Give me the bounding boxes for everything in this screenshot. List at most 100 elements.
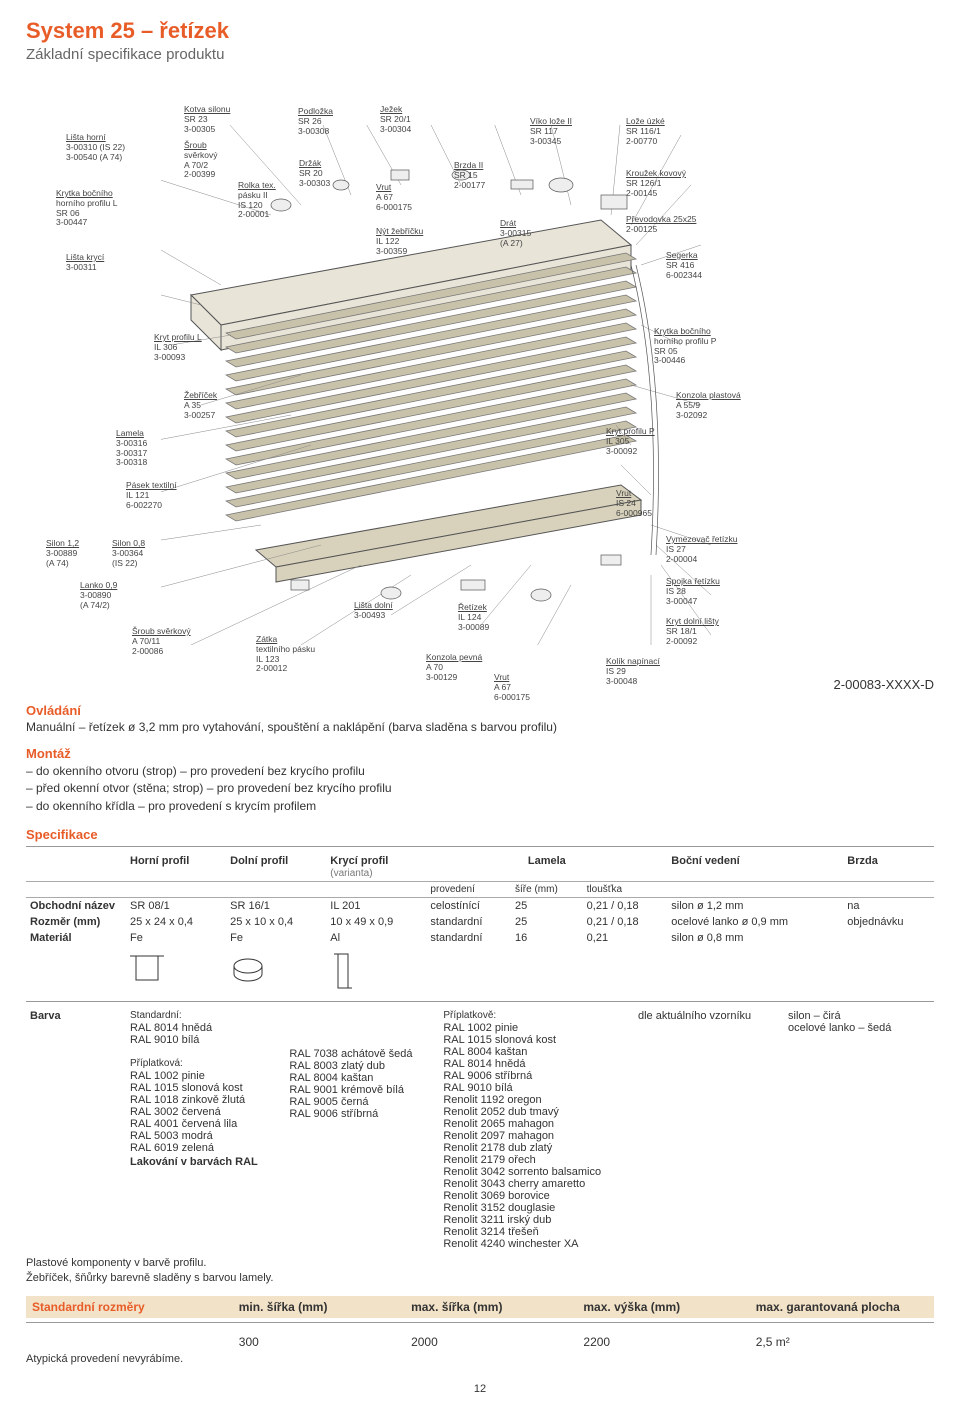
exploded-diagram: Lišta horní3-00310 (IS 22)3-00540 (A 74)… <box>26 71 934 691</box>
barva-table: Barva Standardní: RAL 8014 hnědáRAL 9010… <box>26 1008 934 1252</box>
ovladani-title: Ovládání <box>26 703 81 718</box>
color-item: RAL 9005 černá <box>289 1096 435 1108</box>
diagram-label-lista-kryci: Lišta krycí3-00311 <box>66 253 104 273</box>
color-item: Renolit 2052 dub tmavý <box>443 1106 630 1118</box>
horni-profile-icon <box>130 952 170 986</box>
diagram-label-zebricek: ŽebříčekA 353-00257 <box>184 391 217 420</box>
color-item: Renolit 3214 třešeň <box>443 1226 630 1238</box>
color-item: RAL 1002 pinie <box>443 1022 630 1034</box>
diagram-label-kryt-d: Kryt dolní lištySR 18/12-00092 <box>666 617 719 646</box>
diagram-label-pasek: Pásek textilníIL 1216-002270 <box>126 481 177 510</box>
diagram-label-retizek: ŘetízekIL 1243-00089 <box>458 603 489 632</box>
barva-notes: Plastové komponenty v barvě profilu. Žeb… <box>26 1256 934 1286</box>
color-item: Renolit 3043 cherry amaretto <box>443 1178 630 1190</box>
color-item: RAL 1002 pinie <box>130 1070 281 1082</box>
table-row: Materiál Fe Fe Al standardní 16 0,21 sil… <box>26 930 934 946</box>
diagram-label-silon08: Silon 0,83-00364(IS 22) <box>112 539 145 568</box>
color-item: RAL 8004 kaštan <box>443 1046 630 1058</box>
color-item: RAL 9001 krémově bílá <box>289 1084 435 1096</box>
diagram-label-lista-dolni: Lišta dolní3-00493 <box>354 601 393 621</box>
page-subtitle: Základní specifikace produktu <box>26 46 934 63</box>
col-brzda: Brzda <box>843 853 934 882</box>
color-item: Renolit 4240 winchester XA <box>443 1238 630 1250</box>
divider <box>26 846 934 847</box>
diagram-label-nyt: Nýt žebříčkuIL 1223-00359 <box>376 227 423 256</box>
color-item: ocelové lanko – šedá <box>788 1022 930 1034</box>
std-rozmery-header: Standardní rozměry min. šířka (mm) max. … <box>26 1296 934 1318</box>
color-item: Renolit 2178 dub zlatý <box>443 1142 630 1154</box>
montaz-item: – do okenního otvoru (strop) – pro prove… <box>26 763 934 780</box>
diagram-label-konzola-p: Konzola pevnáA 703-00129 <box>426 653 482 682</box>
diagram-label-jezek: JežekSR 20/13-00304 <box>380 105 411 134</box>
color-item: Renolit 3042 sorrento balsamico <box>443 1166 630 1178</box>
color-item: RAL 9006 stříbrná <box>289 1108 435 1120</box>
montaz-title: Montáž <box>26 746 934 761</box>
diagram-label-krytka-p: Krytka bočníhohorního profilu PSR 053-00… <box>654 327 716 366</box>
diagram-label-drat: Drát3-00315(A 27) <box>500 219 531 248</box>
color-item: RAL 1018 zinkově žlutá <box>130 1094 281 1106</box>
color-item: Renolit 3152 douglasie <box>443 1202 630 1214</box>
diagram-label-prevod: Převodovka 25x252-00125 <box>626 215 696 235</box>
spec-table: Horní profil Dolní profil Krycí profil (… <box>26 853 934 997</box>
color-item: Renolit 2065 mahagon <box>443 1118 630 1130</box>
diagram-label-konzola: Konzola plastováA 55/93-02092 <box>676 391 741 420</box>
diagram-label-kryt-l: Kryt profilu LIL 3063-00093 <box>154 333 202 362</box>
color-item: Renolit 2179 ořech <box>443 1154 630 1166</box>
color-item: RAL 9006 stříbrná <box>443 1070 630 1082</box>
diagram-label-silon12: Silon 1,23-00889(A 74) <box>46 539 79 568</box>
col-kryci: Krycí profil (varianta) <box>326 853 426 882</box>
color-item: RAL 9010 bílá <box>130 1034 281 1046</box>
table-row: Obchodní název SR 08/1 SR 16/1 IL 201 ce… <box>26 898 934 915</box>
color-item: RAL 3002 červená <box>130 1106 281 1118</box>
color-item: Renolit 2097 mahagon <box>443 1130 630 1142</box>
color-item: RAL 5003 modrá <box>130 1130 281 1142</box>
diagram-label-viko: Víko lože IISR 1173-00345 <box>530 117 572 146</box>
diagram-label-sroub-sv: Šroub svěrkovýA 70/112-00086 <box>132 627 191 656</box>
diagram-label-drzak: DržákSR 203-00303 <box>299 159 330 188</box>
montaz-item: – do okenního křídla – pro provedení s k… <box>26 798 934 815</box>
color-item: RAL 7038 achátově šedá <box>289 1048 435 1060</box>
color-item: RAL 9010 bílá <box>443 1082 630 1094</box>
diagram-label-segerka: SegerkaSR 4166-002344 <box>666 251 702 280</box>
table-row: Rozměr (mm) 25 x 24 x 0,4 25 x 10 x 0,4 … <box>26 914 934 930</box>
montaz-list: – do okenního otvoru (strop) – pro prove… <box>26 763 934 815</box>
diagram-label-rolka: Rolka tex.pásku IIIS 1202-00001 <box>238 181 276 220</box>
color-item: RAL 1015 slonová kost <box>443 1034 630 1046</box>
color-item: RAL 8003 zlatý dub <box>289 1060 435 1072</box>
kryci-profile-icon <box>330 952 360 992</box>
diagram-label-vrut3: VrutA 676-000175 <box>494 673 530 702</box>
col-bocni: Boční vedení <box>667 853 843 882</box>
color-item: silon – čirá <box>788 1010 930 1022</box>
divider <box>26 1322 934 1323</box>
color-item: RAL 8014 hnědá <box>443 1058 630 1070</box>
diagram-label-krouzek: Kroužek kovovýSR 126/12-00145 <box>626 169 686 198</box>
color-item: RAL 8014 hnědá <box>130 1022 281 1034</box>
diagram-label-lamela: Lamela3-003163-003173-00318 <box>116 429 147 468</box>
diagram-label-vrut1: VrutA 676-000175 <box>376 183 412 212</box>
spec-title: Specifikace <box>26 827 934 842</box>
std-rozmery-values: 300 2000 2200 2,5 m² <box>26 1329 934 1351</box>
std-note: Atypická provedení nevyrábíme. <box>26 1353 934 1365</box>
diagram-label-spojka: Spojka řetízkuIS 283-00047 <box>666 577 720 606</box>
diagram-label-lanko: Lanko 0,93-00890(A 74/2) <box>80 581 117 610</box>
ovladani-text: Manuální – řetízek ø 3,2 mm pro vytahová… <box>26 720 934 734</box>
col-lamela: Lamela <box>426 853 667 882</box>
diagram-label-loze: Lože úzkéSR 116/12-00770 <box>626 117 665 146</box>
color-item: Renolit 3211 irský dub <box>443 1214 630 1226</box>
montaz-item: – před okenní otvor (stěna; strop) – pro… <box>26 780 934 797</box>
page-number: 12 <box>26 1383 934 1395</box>
diagram-label-podlozka: PodložkaSR 263-00308 <box>298 107 333 136</box>
divider <box>26 1001 934 1002</box>
color-item: Renolit 3069 borovice <box>443 1190 630 1202</box>
color-item: RAL 4001 červená lila <box>130 1118 281 1130</box>
diagram-label-vymez: Vymezovač řetízkuIS 272-00004 <box>666 535 738 564</box>
color-item: RAL 1015 slonová kost <box>130 1082 281 1094</box>
diagram-label-kolik: Kolík napínacíIS 293-00048 <box>606 657 660 686</box>
color-item: RAL 8004 kaštan <box>289 1072 435 1084</box>
col-horni: Horní profil <box>126 853 226 882</box>
dolni-profile-icon <box>230 952 270 986</box>
diagram-label-kryt-p: Kryt profilu PIL 3053-00092 <box>606 427 655 456</box>
diagram-label-kotva: Kotva silonuSR 233-00305 <box>184 105 230 134</box>
diagram-label-sroub: ŠroubsvěrkovýA 70/22-00399 <box>184 141 218 180</box>
page-title: System 25 – řetízek <box>26 18 934 44</box>
